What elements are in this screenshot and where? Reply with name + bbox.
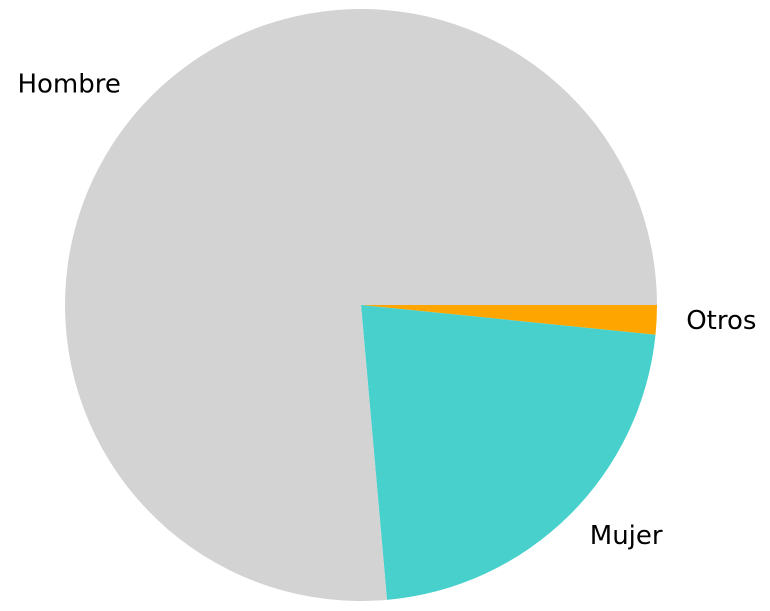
pie-labels: Otros Mujer Hombre [17, 70, 756, 552]
pie-slice-hombre [65, 9, 658, 602]
pie-label-hombre: Hombre [17, 70, 120, 100]
pie-label-mujer: Mujer [590, 521, 663, 551]
pie-label-otros: Otros [686, 306, 756, 336]
pie-slice-otros [361, 305, 657, 335]
pie-slice-mujer [361, 305, 656, 600]
pie-slices [65, 9, 658, 602]
